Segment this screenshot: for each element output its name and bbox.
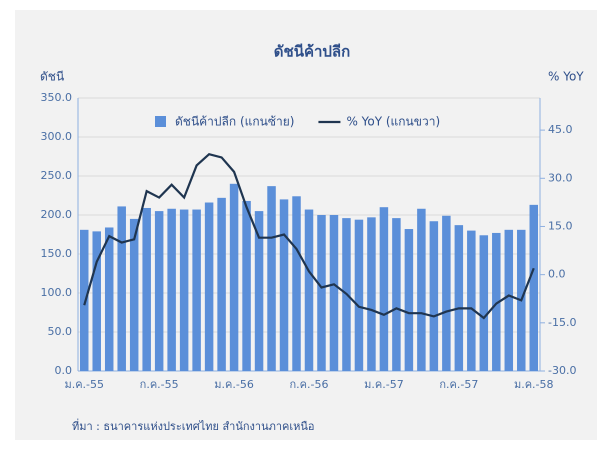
bar — [129, 218, 139, 371]
y-tick-label: 150.0 — [41, 247, 73, 260]
y-tick-label: 300.0 — [41, 130, 73, 143]
bar — [367, 217, 376, 371]
y-tick-label: 200.0 — [41, 208, 73, 221]
bar — [79, 229, 89, 371]
y-tick-label: 100.0 — [41, 286, 73, 299]
bar — [204, 202, 214, 371]
bar — [142, 207, 151, 371]
bar — [404, 229, 414, 371]
y2-tick-label: 0.0 — [548, 268, 566, 281]
bar — [254, 211, 264, 371]
y2-tick-label: 15.0 — [548, 219, 573, 232]
bar — [217, 197, 226, 371]
chart-title: ดัชนีค้าปลีก — [274, 43, 350, 61]
bar — [467, 230, 476, 371]
y2-tick-label: 30.0 — [548, 171, 573, 184]
line — [83, 152, 535, 320]
bar — [192, 209, 201, 371]
bar — [479, 235, 489, 371]
bar — [104, 227, 114, 371]
legend-label: % YoY (แกนขวา) — [346, 115, 440, 129]
legend-swatch — [155, 116, 166, 127]
x-tick-label: ก.ค.-55 — [140, 378, 179, 391]
y2-tick-label: -30.0 — [548, 364, 576, 377]
y-tick-label: 350.0 — [41, 91, 73, 104]
bar — [329, 215, 339, 371]
bar — [442, 215, 451, 371]
y2-tick-label: -15.0 — [548, 316, 576, 329]
bar — [279, 199, 289, 371]
x-tick-label: ม.ค.-56 — [214, 378, 254, 391]
bar — [317, 215, 326, 371]
x-tick-label: ม.ค.-57 — [364, 378, 404, 391]
bar — [242, 200, 251, 371]
bar — [429, 221, 439, 371]
bar — [267, 186, 276, 371]
bar — [454, 225, 464, 371]
bar — [354, 219, 364, 371]
y-tick-label: 250.0 — [41, 169, 73, 182]
x-tick-label: ก.ค.-57 — [439, 378, 478, 391]
bar — [117, 206, 126, 371]
source-note: ที่มา : ธนาคารแห่งประเทศไทย สำนักงานภาคเ… — [72, 418, 315, 433]
bar — [179, 209, 189, 371]
bar — [529, 204, 539, 371]
bar — [504, 229, 514, 371]
bar — [229, 183, 239, 371]
bar — [379, 207, 389, 371]
y-tick-label: 0.0 — [55, 364, 73, 377]
bar — [492, 232, 501, 371]
y-axis-title: ดัชนี — [40, 70, 64, 84]
x-tick-label: ม.ค.-55 — [64, 378, 104, 391]
bar — [167, 208, 176, 371]
x-tick-label: ก.ค.-56 — [290, 378, 329, 391]
x-tick-label: ม.ค.-58 — [514, 378, 554, 391]
bar — [304, 209, 314, 371]
y-tick-label: 50.0 — [48, 325, 73, 338]
y2-axis-title: % YoY — [548, 70, 584, 84]
bar — [292, 196, 301, 371]
bar — [154, 211, 164, 371]
bar — [392, 218, 401, 371]
y2-tick-label: 45.0 — [548, 123, 573, 136]
bar — [417, 208, 426, 371]
bar — [92, 231, 101, 371]
legend-label: ดัชนีค้าปลีก (แกนซ้าย) — [175, 115, 294, 129]
